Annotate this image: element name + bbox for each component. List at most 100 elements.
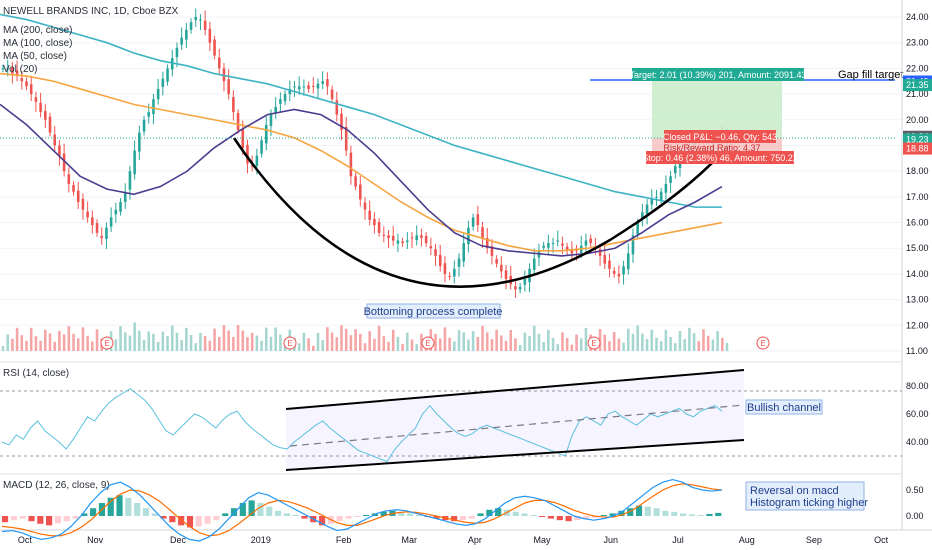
candle-body — [556, 240, 560, 242]
volume-bar — [354, 329, 357, 351]
volume-bar — [302, 332, 306, 351]
volume-bar — [76, 338, 80, 351]
macd-histogram-bar — [451, 516, 458, 522]
candle-body — [156, 88, 160, 100]
rsi-title: RSI (14, close) — [3, 368, 69, 379]
macd-histogram-bar — [644, 506, 651, 516]
candle-body — [344, 126, 348, 151]
macd-annotation[interactable]: Reversal on macd Histogram ticking highe… — [745, 481, 868, 511]
macd-histogram-bar — [204, 516, 211, 524]
volume-bar — [453, 341, 456, 351]
volume-bar — [232, 337, 235, 351]
candle-body — [105, 227, 108, 239]
volume-bar — [434, 333, 437, 351]
candle-body — [260, 140, 263, 154]
volume-bar — [349, 335, 353, 351]
volume-bar — [678, 331, 682, 351]
macd-histogram-bar — [283, 513, 290, 516]
closed-pnl-label: Closed P&L: −0.46, Qty: 543 — [663, 130, 777, 143]
candle-body — [518, 286, 522, 290]
volume-bar — [72, 333, 75, 351]
candle-body — [81, 198, 85, 210]
volume-bar — [542, 342, 545, 351]
macd-histogram-bar — [274, 510, 282, 516]
macd-histogram-bar — [706, 513, 713, 516]
macd-histogram-bar — [653, 508, 660, 516]
bottoming-annotation[interactable]: Bottoming process complete — [364, 303, 503, 319]
macd-histogram-bar — [398, 511, 405, 516]
candle-body — [185, 29, 188, 40]
candle-body — [448, 275, 451, 277]
risk-reward-label: Risk/Reward Ratio: 4.37 — [663, 143, 760, 153]
time-axis[interactable]: Oct Nov Dec 2019 Feb Mar Apr May Jun Jul Aug Sep Oct… — [18, 535, 932, 545]
volume-bar — [622, 342, 625, 351]
candle-body — [199, 19, 202, 21]
macd-histogram-bar — [318, 516, 326, 526]
legend-ma200[interactable]: MA (200, close) — [3, 25, 72, 36]
candle-body — [152, 99, 155, 115]
macd-histogram-bar — [512, 511, 519, 516]
volume-bar — [650, 329, 654, 351]
rsi-channel-lower[interactable] — [285, 439, 745, 471]
candle-body — [570, 249, 574, 254]
candle-body — [561, 243, 564, 246]
volume-bar — [11, 338, 14, 351]
volume-bar — [6, 334, 9, 351]
candle-body — [523, 279, 527, 285]
macd-histogram-bar — [618, 510, 625, 516]
macd-histogram-bar — [715, 512, 722, 516]
macd-histogram-bar — [477, 513, 484, 516]
macd-histogram-bar — [547, 516, 555, 519]
cup-curve[interactable] — [232, 137, 729, 288]
candle-body — [34, 97, 38, 102]
candle-body — [29, 84, 33, 95]
price-tick-label: 24.00 — [906, 12, 929, 22]
bullish-channel-annotation[interactable]: Bullish channel — [745, 399, 823, 415]
price-tick-label: 18.00 — [906, 166, 929, 176]
legend-ma50[interactable]: MA (50, close) — [3, 51, 67, 62]
volume-bar — [297, 343, 301, 351]
macd-histogram-bar — [556, 516, 563, 521]
volume-bar — [655, 337, 658, 351]
volume-bar — [123, 332, 127, 351]
volume-bar — [156, 342, 160, 351]
volume-bar — [410, 339, 414, 351]
volume-bar — [166, 336, 169, 351]
volume-bar — [471, 331, 475, 351]
volume-bar — [246, 337, 249, 351]
candle-body — [434, 249, 437, 256]
candle-body — [340, 113, 343, 131]
volume-bar — [312, 345, 315, 351]
candle-body — [575, 250, 578, 252]
gap-fill-annotation[interactable]: Gap fill target — [838, 69, 903, 81]
target-zone[interactable] — [652, 80, 782, 138]
candle-body — [189, 22, 193, 30]
candle-body — [542, 245, 545, 248]
legend-volume[interactable]: Vol (20) — [3, 64, 37, 75]
candle-body — [481, 227, 484, 238]
volume-bar — [274, 327, 277, 351]
time-tick-label: Oct — [18, 535, 33, 545]
legend-ma100[interactable]: MA (100, close) — [3, 38, 72, 49]
macd-histogram — [2, 495, 722, 528]
rsi-channel-mid[interactable] — [289, 404, 745, 447]
rsi-channel-upper[interactable] — [285, 369, 745, 410]
earnings-marker-label: E — [104, 339, 109, 348]
macd-histogram-bar — [609, 513, 616, 516]
candle-body — [664, 184, 668, 193]
macd-histogram-bar — [81, 513, 88, 516]
price-tick-label: 12.00 — [906, 320, 929, 330]
volume-bar — [664, 329, 668, 351]
stop-label: Stop: 0.46 (2.38%) 46, Amount: 750.22 — [642, 151, 798, 164]
volume-bar — [645, 339, 649, 351]
candle-body — [359, 184, 362, 200]
rsi-channel-fill — [286, 370, 744, 470]
candle-body — [279, 99, 282, 104]
candle-body — [128, 171, 132, 190]
volume-bar — [236, 325, 240, 351]
price-tick-label: 16.00 — [906, 218, 929, 228]
volume-bar — [659, 341, 663, 351]
candle-body — [608, 260, 611, 269]
